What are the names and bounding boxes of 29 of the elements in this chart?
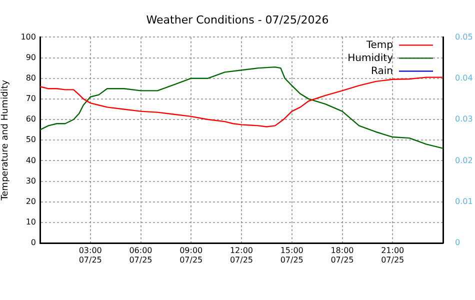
legend-label: Rain	[371, 66, 393, 77]
y-tick-label: 50	[26, 135, 36, 144]
y2-tick-label: 0.02	[455, 156, 473, 165]
y-tick-label: 100	[20, 32, 36, 42]
y-tick-label: 20	[26, 196, 36, 206]
y2-tick-label: 0.03	[455, 114, 473, 124]
y2-tick-label: 0.04	[455, 73, 473, 82]
y-tick-label: 60	[26, 114, 36, 124]
y2-tick-label: 0.05	[455, 32, 473, 42]
legend-label: Temp	[365, 40, 393, 51]
x-tick-label: 15:00 07/25	[280, 246, 304, 264]
y-tick-label: 30	[26, 176, 36, 186]
x-tick-label: 12:00 07/25	[230, 246, 254, 264]
y-tick-label: 10	[26, 218, 36, 226]
x-tick-label: 03:00 07/25	[78, 246, 102, 264]
y-tick-label: 80	[26, 73, 36, 82]
y-axis-title: Temperature and Humidity	[0, 79, 11, 202]
y-tick-label: 40	[26, 156, 36, 165]
y2-tick-label: 0	[455, 238, 460, 248]
chart-title: Weather Conditions - 07/25/2026	[146, 13, 329, 26]
x-tick-label: 21:00 07/25	[381, 246, 404, 264]
y-tick-label: 0	[30, 238, 36, 248]
y2-tick-label: 0.01	[455, 196, 473, 206]
y-tick-label: 90	[26, 52, 36, 62]
x-tick-label: 09:00 07/25	[180, 246, 203, 264]
legend-label: Humidity	[348, 52, 394, 64]
x-tick-label: 06:00 07/25	[129, 246, 152, 264]
x-tick-label: 18:00 07/25	[330, 246, 354, 264]
y-tick-label: 70	[26, 94, 36, 104]
